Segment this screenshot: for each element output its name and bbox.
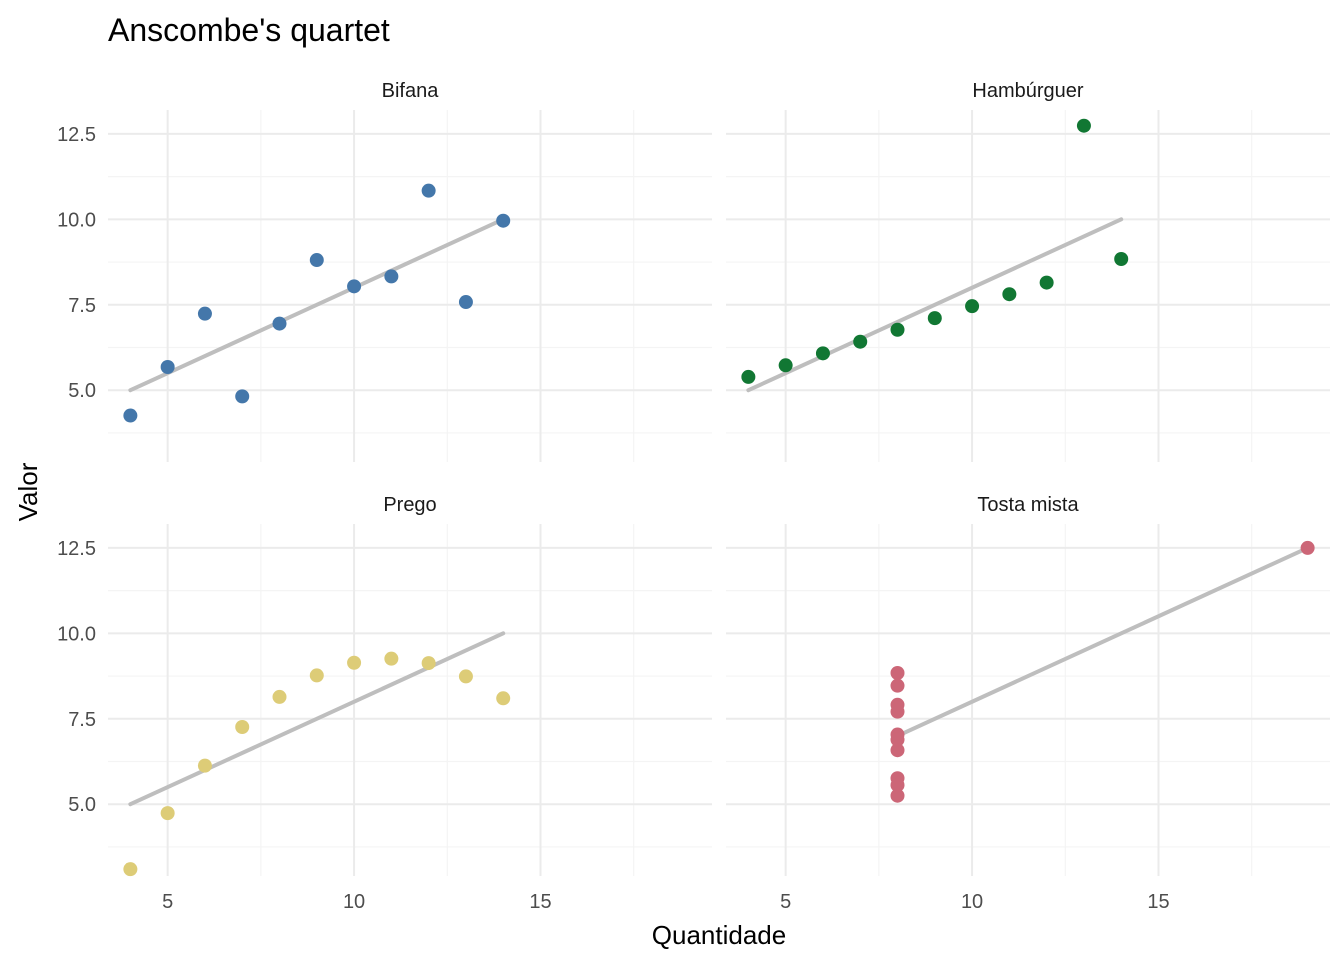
data-point — [890, 778, 905, 793]
y-tick-label: 10.0 — [57, 209, 96, 231]
x-tick-label: 10 — [343, 891, 365, 913]
data-point — [197, 758, 212, 773]
data-point — [1076, 118, 1091, 133]
x-tick-label: 15 — [1147, 891, 1169, 913]
data-point — [778, 358, 793, 373]
data-point — [309, 668, 324, 683]
y-tick-label: 7.5 — [68, 295, 96, 317]
panel-bifana: Bifana 5.0 7.5 10.0 12.5 — [57, 80, 712, 462]
data-point — [1114, 252, 1129, 267]
x-tick-label: 15 — [529, 891, 551, 913]
data-point — [272, 316, 287, 331]
facet-strip-label: Hambúrguer — [972, 80, 1084, 102]
data-point — [890, 678, 905, 693]
data-point — [197, 306, 212, 321]
facet-panels: Bifana 5.0 7.5 10.0 12.5 Hambúrguer Prego 5.0 7.… — [57, 80, 1330, 913]
data-point — [496, 691, 511, 706]
x-tick-label: 5 — [162, 891, 173, 913]
regression-line — [128, 631, 506, 807]
data-point — [890, 732, 905, 747]
x-axis-title: Quantidade — [652, 920, 786, 950]
data-point — [890, 322, 905, 337]
y-axis-title: Valor — [13, 462, 43, 521]
data-point — [235, 389, 250, 404]
y-tick-label: 5.0 — [68, 794, 96, 816]
x-tick-label: 10 — [961, 891, 983, 913]
regression-line — [746, 217, 1124, 393]
data-point — [965, 299, 980, 314]
y-tick-label: 12.5 — [57, 124, 96, 146]
data-point — [123, 408, 138, 423]
data-point — [853, 334, 868, 349]
data-point — [123, 862, 138, 877]
y-tick-label: 7.5 — [68, 709, 96, 731]
facet-strip-label: Prego — [383, 494, 436, 516]
data-point — [384, 651, 399, 666]
facet-strip-label: Tosta mista — [977, 494, 1079, 516]
data-point — [890, 743, 905, 758]
x-tick-label: 5 — [780, 891, 791, 913]
data-point — [927, 311, 942, 326]
panel-tosta-mista: Tosta mista 5 10 15 — [726, 494, 1330, 913]
data-point — [496, 213, 511, 228]
chart-title: Anscombe's quartet — [108, 12, 390, 48]
data-point — [421, 183, 436, 198]
data-point — [421, 656, 436, 671]
y-tick-label: 5.0 — [68, 380, 96, 402]
regression-line — [895, 545, 1310, 738]
data-point — [458, 295, 473, 310]
data-point — [890, 666, 905, 681]
data-point — [1300, 540, 1315, 555]
data-point — [890, 788, 905, 803]
panel-hamburguer: Hambúrguer — [726, 80, 1330, 462]
data-point — [384, 269, 399, 284]
data-point — [160, 806, 175, 821]
data-point — [890, 697, 905, 712]
data-point — [309, 253, 324, 268]
facet-strip-label: Bifana — [382, 80, 440, 102]
data-point — [741, 369, 756, 384]
data-point — [815, 346, 830, 361]
data-point — [458, 669, 473, 684]
data-point — [1039, 275, 1054, 290]
data-point — [235, 719, 250, 734]
data-point — [272, 689, 287, 704]
data-point — [347, 279, 362, 294]
y-tick-label: 12.5 — [57, 538, 96, 560]
panel-prego: Prego 5.0 7.5 10.0 12.5 5 10 15 — [57, 494, 712, 913]
regression-line — [128, 217, 506, 393]
data-point — [347, 655, 362, 670]
data-point — [1002, 287, 1017, 302]
data-point — [160, 359, 175, 374]
y-tick-label: 10.0 — [57, 623, 96, 645]
